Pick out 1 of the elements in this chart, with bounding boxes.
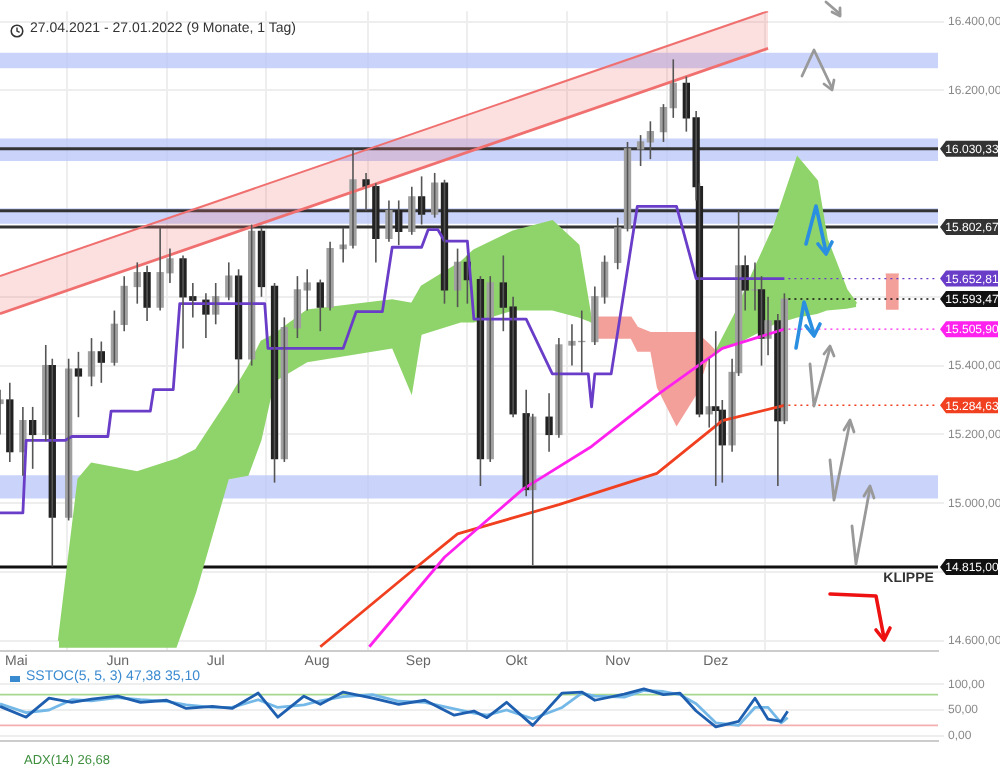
candlestick bbox=[74, 351, 83, 419]
